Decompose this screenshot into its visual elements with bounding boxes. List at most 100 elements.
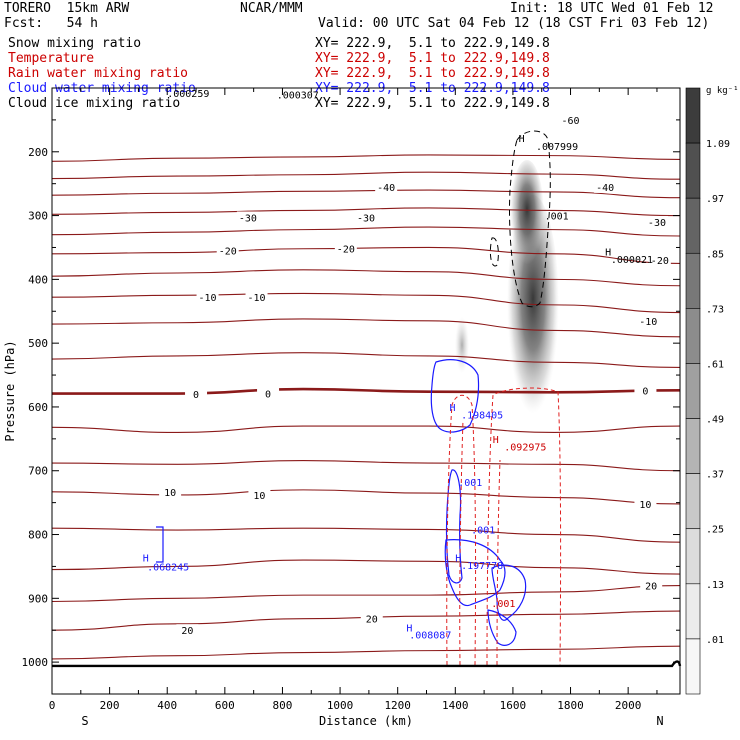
ground-surface <box>52 660 682 668</box>
isotherm-line <box>51 154 681 162</box>
colorbar-label: .13 <box>706 580 724 591</box>
temperature-label: -20 <box>651 256 669 267</box>
field-name-temperature: Temperature <box>8 51 95 66</box>
temperature-label: 0 <box>193 390 199 401</box>
extremum-value: .001 <box>471 525 495 536</box>
maximum-marker: H <box>519 134 525 145</box>
temperature-label: -30 <box>239 213 257 224</box>
cloud-water-contour-south <box>156 526 164 563</box>
temperature-label: 0 <box>265 390 271 401</box>
colorbar-label: .73 <box>706 304 724 315</box>
maximum-marker: H <box>605 247 611 258</box>
temperature-label-bg <box>634 497 657 510</box>
colorbar-label: .97 <box>706 194 724 205</box>
temperature-label: -30 <box>357 213 375 224</box>
cloud-water-contour-lower <box>444 539 506 607</box>
isotherm-line <box>51 246 681 264</box>
field-name-rain: Rain water mixing ratio <box>8 66 189 81</box>
isotherm-line <box>51 226 681 237</box>
pressure-tick-label: 1000 <box>22 656 49 669</box>
temperature-label: 20 <box>366 615 378 626</box>
temperature-label: 10 <box>164 488 176 499</box>
colorbar-segment <box>685 418 701 474</box>
maximum-marker: H <box>143 553 149 564</box>
colorbar-segment <box>685 473 701 530</box>
temperature-label-bg <box>648 254 671 267</box>
temperature-label: 20 <box>645 582 657 593</box>
plot-frame <box>51 87 681 695</box>
temperature-label: -40 <box>377 183 395 194</box>
isotherm-line <box>51 207 681 217</box>
temperature-label: -10 <box>248 293 266 304</box>
field-xy-cloud-ice: XY= 222.9, 5.1 to 222.9,149.8 <box>315 96 550 111</box>
distance-tick-label: 1400 <box>442 699 469 712</box>
pressure-tick-label: 600 <box>28 401 48 414</box>
x-axis-title: Distance (km) <box>319 714 413 728</box>
distance-tick-label: 400 <box>157 699 177 712</box>
extremum-value: .000307 <box>277 90 319 101</box>
colorbar-segment <box>685 528 701 585</box>
cloud-water-contour-upper <box>430 359 480 433</box>
isotherm-line <box>51 585 681 603</box>
cloud-ice-contour-main <box>509 130 551 308</box>
field-xy-rain: XY= 222.9, 5.1 to 222.9,149.8 <box>315 66 550 81</box>
init-label: Init: 18 UTC Wed 01 Feb 12 <box>510 1 714 16</box>
isotherm-line <box>51 292 681 314</box>
isotherm-line <box>51 352 681 368</box>
distance-axis: 0 200 400 600 800 1000 1200 1400 1600 1800 2000 <box>49 88 658 712</box>
distance-tick-label: 1800 <box>557 699 584 712</box>
field-name-snow: Snow mixing ratio <box>8 36 142 51</box>
temperature-label: -10 <box>639 317 657 328</box>
colorbar-segment <box>685 638 701 695</box>
colorbar-label: .49 <box>706 415 724 426</box>
temperature-labels: -60 -40 -40 -30 -30 -30 -20 -20 -20 -10 -10 -10 0 0 0 1… <box>159 113 671 637</box>
maximum-marker: H <box>450 403 456 414</box>
field-xy-temperature: XY= 222.9, 5.1 to 222.9,149.8 <box>315 51 550 66</box>
field-xy-snow: XY= 222.9, 5.1 to 222.9,149.8 <box>315 36 550 51</box>
forecast-hour-label: Fcst: 54 h <box>4 16 98 31</box>
colorbar-label: .37 <box>706 470 724 481</box>
pressure-tick-label: 500 <box>28 337 48 350</box>
snow-minor-shading <box>455 317 469 373</box>
colorbar-segment <box>685 87 701 144</box>
temperature-label-bg <box>196 291 219 304</box>
colorbar: 1.09 .97 .85 .73 .61 .49 .37 .25 .13 .01 <box>685 87 730 695</box>
temperature-label-bg <box>637 314 660 327</box>
colorbar-segment <box>685 142 701 199</box>
isotherm-line <box>51 559 681 575</box>
extremum-value: .001 <box>491 599 515 610</box>
temperature-label-bg <box>559 113 582 126</box>
valid-time-label: Valid: 00 UTC Sat 04 Feb 12 (18 CST Fri … <box>318 16 710 31</box>
snow-upper-shading <box>510 160 544 270</box>
extremum-value: .197778 <box>461 561 503 572</box>
temperature-label: -20 <box>219 247 237 258</box>
field-name-cloud-ice: Cloud ice mixing ratio <box>8 96 181 111</box>
pressure-tick-label: 200 <box>28 146 48 159</box>
extrema-labels: H H H H H H H .000259 .000307 .007999 .001 .000021.… <box>143 89 653 642</box>
temperature-label-bg <box>355 211 377 224</box>
temperature-label-bg <box>640 579 663 592</box>
center-label: NCAR/MMM <box>240 1 303 16</box>
extremum-value: .092975 <box>504 442 546 453</box>
extremum-value: .001 <box>458 478 482 489</box>
isotherm-line <box>51 425 681 434</box>
colorbar-segment <box>685 363 701 419</box>
temperature-label-bg <box>159 485 182 498</box>
temperature-label: 10 <box>639 500 651 511</box>
isotherm-line <box>51 645 681 660</box>
extremum-value: .001 <box>545 212 569 223</box>
south-label: S <box>81 714 88 728</box>
isotherm-line <box>51 269 681 287</box>
cloud-ice-contour-small <box>489 237 499 267</box>
temperature-label-bg <box>594 180 617 193</box>
colorbar-label: .85 <box>706 249 724 260</box>
temperature-label-bg <box>375 180 398 193</box>
temperature-label-bg <box>645 215 668 228</box>
temperature-label-bg <box>176 624 199 637</box>
temperature-label-bg <box>334 242 357 255</box>
chart-header: TORERO 15km ARW NCAR/MMM Init: 18 UTC We… <box>0 0 740 112</box>
north-label: N <box>656 714 663 728</box>
pressure-tick-label: 300 <box>28 210 48 223</box>
